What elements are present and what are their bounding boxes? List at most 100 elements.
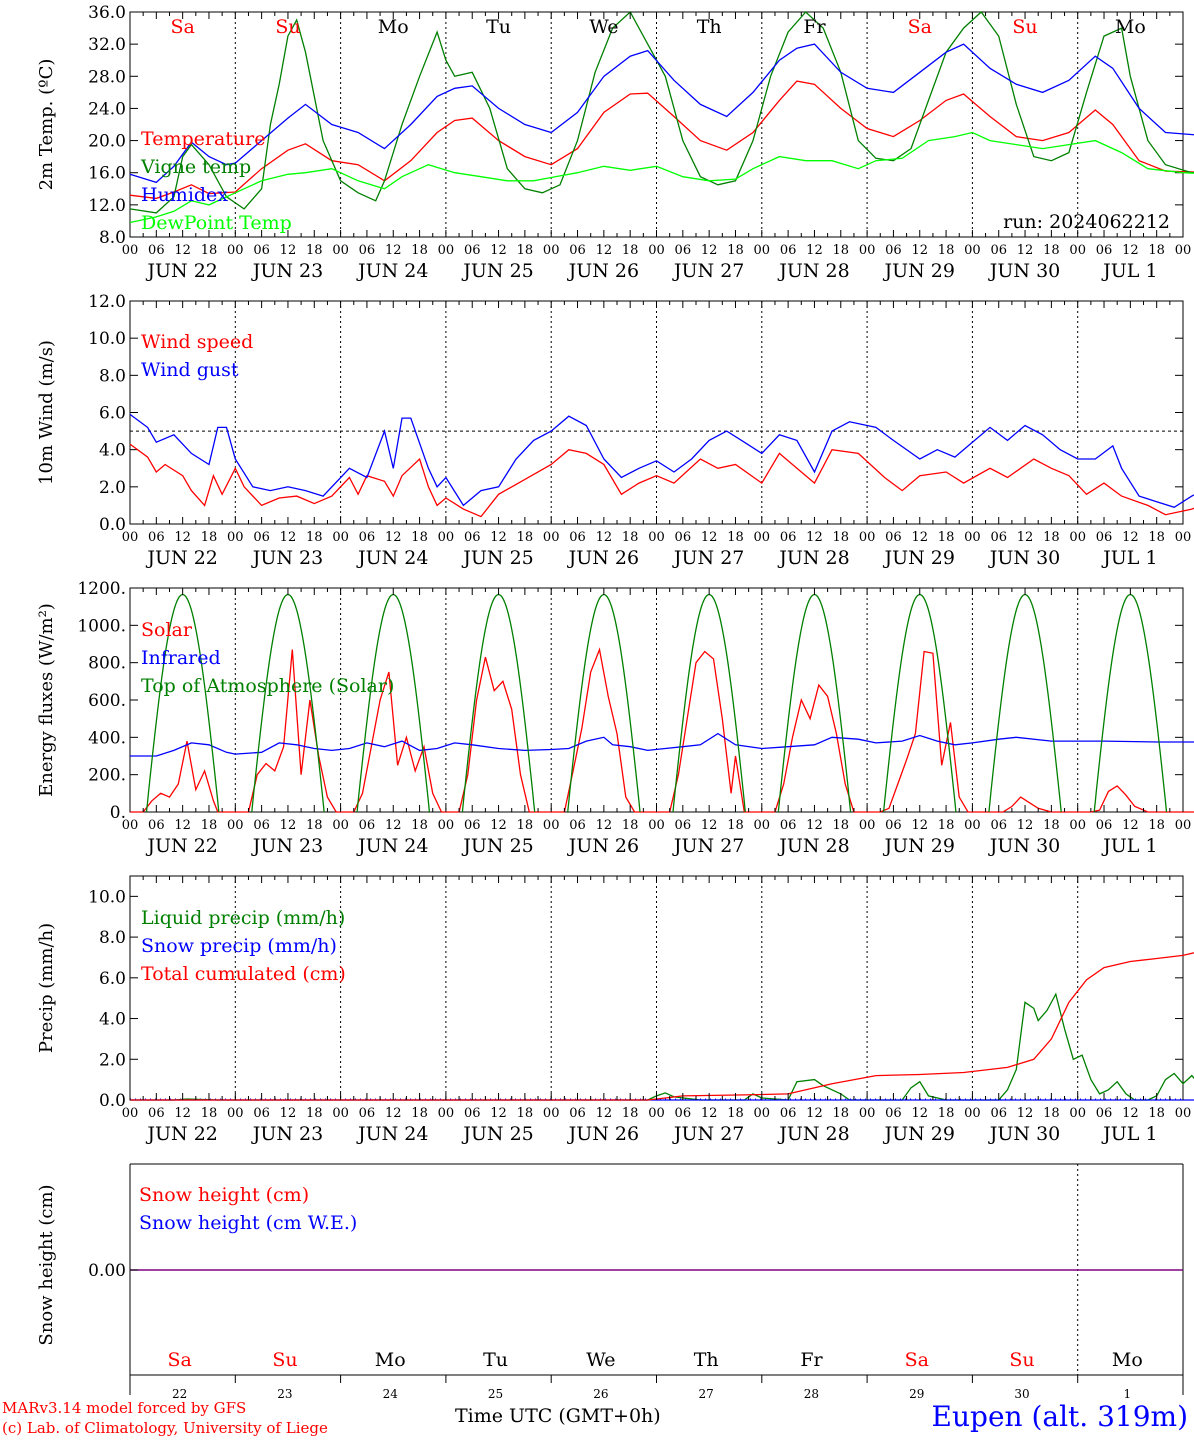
hour-tick-label: 12	[1122, 818, 1139, 833]
temp-series-line-1	[129, 10, 1194, 214]
hour-tick-label: 18	[201, 243, 218, 258]
y-axis-label: Energy fluxes (W/m²)	[36, 603, 57, 797]
day-label: JUN 25	[461, 547, 533, 569]
hour-tick-label: 12	[806, 818, 823, 833]
hour-tick-label: 00	[754, 818, 771, 833]
hour-tick-label: 00	[964, 818, 981, 833]
day-number-label: 23	[277, 1387, 292, 1401]
weekday-label: Mo	[1115, 16, 1146, 38]
precip-series-line-2	[130, 952, 1194, 1101]
hour-tick-label: 12	[174, 1106, 191, 1121]
hour-tick-label: 18	[517, 1106, 534, 1121]
hour-tick-label: 00	[332, 818, 349, 833]
weekday-label: Su	[1009, 1349, 1034, 1371]
y-tick-label: 2.0	[99, 478, 126, 498]
hour-tick-label: 06	[148, 818, 165, 833]
temp-series-line-2	[129, 43, 1194, 184]
day-label: JUN 24	[356, 1123, 428, 1145]
x-axis-title: Time UTC (GMT+0h)	[455, 1405, 661, 1427]
hour-tick-label: 06	[885, 1106, 902, 1121]
hour-tick-label: 12	[385, 530, 402, 545]
hour-tick-label: 18	[1043, 530, 1060, 545]
y-tick-label: 0.0	[99, 515, 126, 535]
day-label: JUN 29	[883, 835, 955, 857]
y-tick-label: 12.0	[88, 196, 126, 216]
hour-tick-label: 18	[517, 243, 534, 258]
day-label: JUN 28	[777, 547, 849, 569]
temp-series-line-0	[129, 80, 1194, 200]
hour-tick-label: 12	[596, 530, 613, 545]
day-number-label: 1	[1124, 1387, 1132, 1401]
hour-tick-label: 06	[359, 818, 376, 833]
y-tick-label: 16.0	[88, 164, 126, 184]
day-number-label: 25	[488, 1387, 503, 1401]
hour-tick-label: 06	[464, 818, 481, 833]
hour-tick-label: 00	[964, 530, 981, 545]
hour-tick-label: 00	[438, 1106, 455, 1121]
hour-tick-label: 06	[464, 1106, 481, 1121]
day-label: JUN 24	[356, 547, 428, 569]
energy-legend-1: Infrared	[141, 647, 221, 669]
y-tick-label: 2.0	[99, 1050, 126, 1070]
hour-tick-label: 12	[385, 243, 402, 258]
hour-tick-label: 00	[1069, 818, 1086, 833]
hour-tick-label: 12	[385, 818, 402, 833]
day-label: JUN 28	[777, 260, 849, 282]
weekday-label: Sa	[908, 16, 932, 38]
temp-legend-1: Vigne temp	[140, 156, 251, 178]
hour-tick-label: 00	[122, 243, 139, 258]
day-label: JUN 26	[567, 835, 639, 857]
wind-legend-0: Wind speed	[141, 331, 253, 353]
hour-tick-label: 06	[780, 1106, 797, 1121]
weekday-label: Fr	[803, 16, 826, 38]
day-label: JUN 22	[145, 1123, 217, 1145]
day-label: JUN 30	[988, 1123, 1060, 1145]
hour-tick-label: 12	[490, 243, 507, 258]
hour-tick-label: 06	[359, 530, 376, 545]
day-label: JUN 26	[567, 547, 639, 569]
hour-tick-label: 06	[990, 243, 1007, 258]
day-number-label: 22	[172, 1387, 187, 1401]
station-label: Eupen (alt. 319m)	[931, 1400, 1188, 1433]
y-tick-label: 600.	[88, 691, 126, 711]
y-tick-label: 36.0	[88, 3, 126, 23]
y-tick-label: 24.0	[88, 99, 126, 119]
y-tick-label: 12.0	[88, 292, 126, 312]
hour-tick-label: 06	[148, 530, 165, 545]
hour-tick-label: 18	[938, 818, 955, 833]
y-tick-label: 4.0	[99, 441, 126, 461]
day-label: JUN 30	[988, 835, 1060, 857]
weekday-label: Sa	[905, 1349, 929, 1371]
y-tick-label: 8.0	[99, 366, 126, 386]
hour-tick-label: 06	[885, 243, 902, 258]
y-tick-label: 28.0	[88, 67, 126, 87]
precip-legend-1: Snow precip (mm/h)	[141, 935, 337, 957]
hour-tick-label: 00	[122, 818, 139, 833]
day-label: JUN 24	[356, 835, 428, 857]
hour-tick-label: 00	[1175, 818, 1192, 833]
day-label: JUN 27	[672, 1123, 744, 1145]
weekday-label: Mo	[375, 1349, 406, 1371]
y-tick-label: 800.	[88, 654, 126, 674]
day-label: JUN 22	[145, 260, 217, 282]
hour-tick-label: 12	[596, 1106, 613, 1121]
hour-tick-label: 18	[833, 243, 850, 258]
hour-tick-label: 18	[411, 818, 428, 833]
hour-tick-label: 06	[359, 1106, 376, 1121]
hour-tick-label: 12	[490, 818, 507, 833]
wind-series-line-0	[129, 443, 1194, 518]
day-label: JUN 23	[251, 835, 323, 857]
hour-tick-label: 12	[490, 1106, 507, 1121]
hour-tick-label: 00	[543, 818, 560, 833]
y-tick-label: 10.0	[88, 329, 126, 349]
hour-tick-label: 12	[596, 243, 613, 258]
hour-tick-label: 18	[938, 243, 955, 258]
weekday-label: Su	[1012, 16, 1037, 38]
hour-tick-label: 06	[990, 530, 1007, 545]
day-label: JUN 24	[356, 260, 428, 282]
energy-series-line-2	[461, 593, 536, 813]
y-axis-label: Precip (mm/h)	[36, 923, 57, 1053]
hour-tick-label: 12	[911, 818, 928, 833]
hour-tick-label: 18	[1148, 818, 1165, 833]
